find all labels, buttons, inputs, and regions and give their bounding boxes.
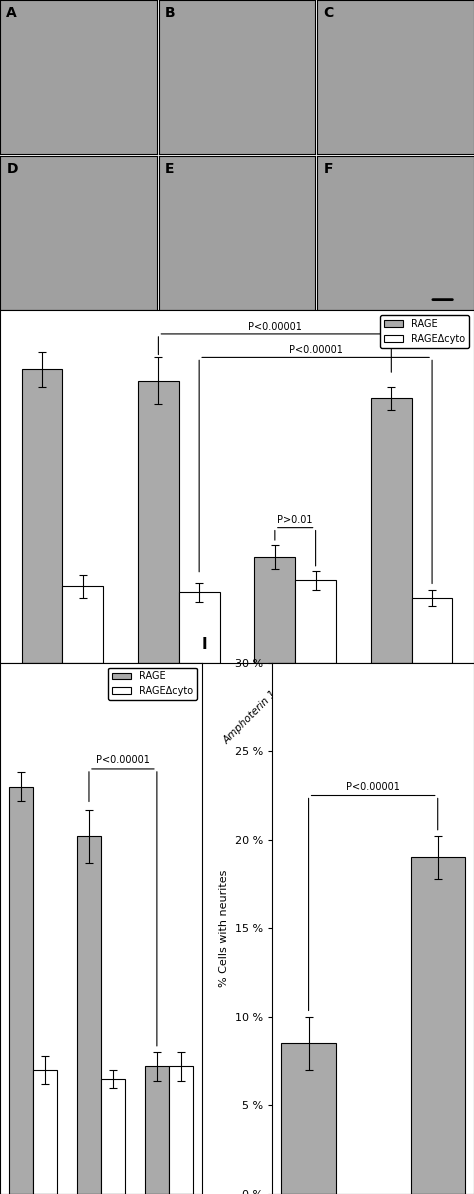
Text: P>0.01: P>0.01 — [277, 516, 313, 525]
Legend: RAGE, RAGEΔcyto: RAGE, RAGEΔcyto — [108, 667, 197, 700]
Text: E: E — [165, 162, 174, 177]
Text: I: I — [202, 638, 207, 652]
Text: P<0.00001: P<0.00001 — [96, 756, 150, 765]
Y-axis label: % Cells with neurites: % Cells with neurites — [219, 869, 229, 987]
Bar — [179, 592, 219, 663]
Text: B: B — [165, 6, 175, 20]
Bar — [295, 580, 336, 663]
Bar — [62, 586, 103, 663]
Bar — [77, 836, 101, 1194]
Text: P<0.00001: P<0.00001 — [289, 345, 343, 355]
Bar — [138, 381, 179, 663]
Text: P<0.00001: P<0.00001 — [346, 782, 400, 792]
Bar — [412, 598, 453, 663]
Bar — [145, 1066, 169, 1194]
Text: D: D — [6, 162, 18, 177]
Text: A: A — [6, 6, 17, 20]
Text: P<0.00001: P<0.00001 — [248, 321, 302, 332]
Bar — [21, 369, 62, 663]
Bar — [410, 857, 465, 1194]
Bar — [101, 1079, 125, 1194]
Legend: RAGE, RAGEΔcyto: RAGE, RAGEΔcyto — [380, 315, 469, 347]
Text: F: F — [323, 162, 333, 177]
Bar — [371, 399, 412, 663]
Bar — [169, 1066, 192, 1194]
Text: C: C — [323, 6, 334, 20]
Bar — [33, 1070, 57, 1194]
Bar — [282, 1044, 336, 1194]
Bar — [9, 787, 33, 1194]
Bar — [255, 556, 295, 663]
